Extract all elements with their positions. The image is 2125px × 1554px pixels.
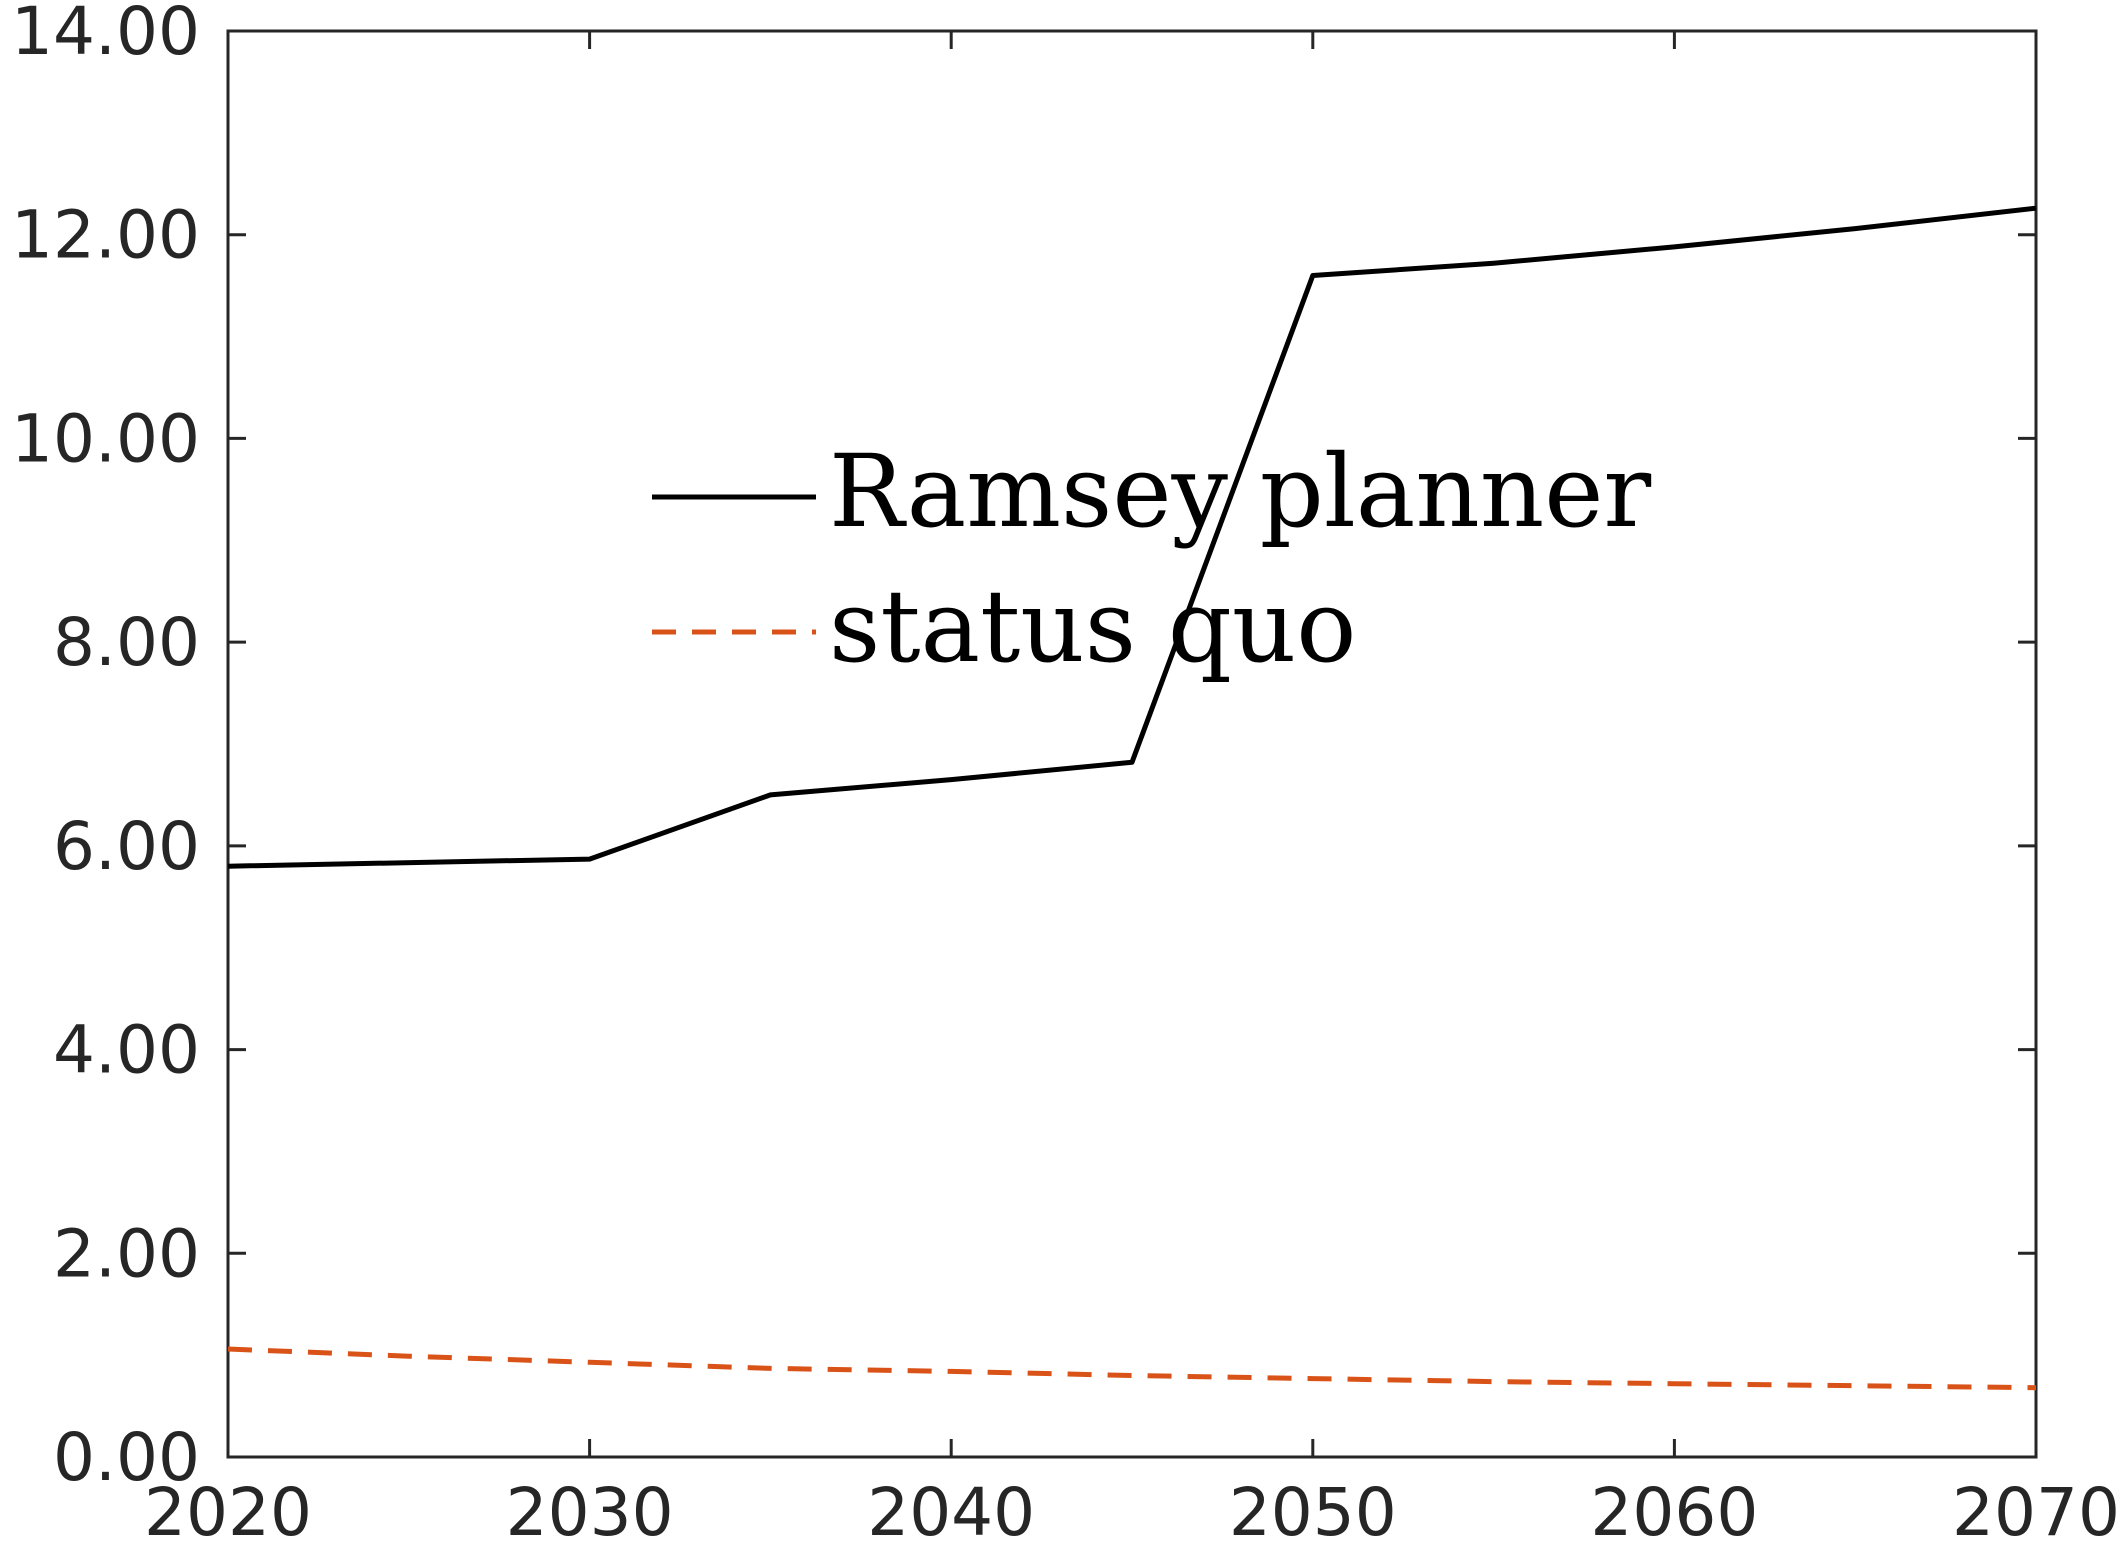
y-tick-label: 4.00 — [53, 1012, 200, 1089]
y-tick-label: 8.00 — [53, 604, 200, 681]
axes-box — [226, 29, 2038, 1459]
legend-label-status-quo: status quo — [829, 568, 1356, 685]
legend-label-ramsey-planner: Ramsey planner — [829, 433, 1651, 550]
x-tick-label: 2060 — [1590, 1474, 1758, 1551]
legend: Ramsey planner status quo — [652, 433, 1651, 685]
series-line-ramsey-planner — [227, 205, 2037, 869]
plot-area — [226, 29, 2038, 1459]
y-tick-label: 14.00 — [11, 0, 200, 70]
x-tick-label: 2070 — [1952, 1474, 2120, 1551]
y-tick-label: 12.00 — [11, 197, 200, 274]
x-tick-label: 2020 — [144, 1474, 312, 1551]
y-tick-label: 10.00 — [11, 400, 200, 477]
y-tick-label: 0.00 — [53, 1419, 200, 1496]
y-tick-label: 6.00 — [53, 808, 200, 885]
y-tick-label: 2.00 — [53, 1215, 200, 1292]
x-tick-label: 2040 — [867, 1474, 1035, 1551]
x-tick-label: 2030 — [506, 1474, 674, 1551]
x-tick-label: 2050 — [1229, 1474, 1397, 1551]
series-line-status-quo — [227, 1346, 2037, 1391]
axis-ticks: 2020 2030 2040 2050 2060 2070 0.00 2.00 4.00 6.00… — [11, 0, 2120, 1551]
series-layer — [227, 205, 2037, 1391]
